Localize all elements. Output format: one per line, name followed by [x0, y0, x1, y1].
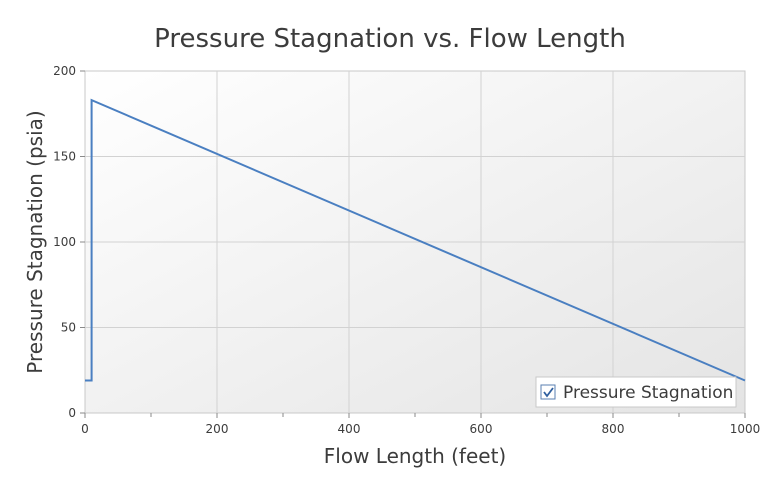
y-axis-label: Pressure Stagnation (psia): [23, 110, 47, 373]
x-tick-label: 0: [81, 422, 89, 436]
check-icon: [543, 387, 554, 398]
y-tick-label: 150: [53, 150, 76, 164]
x-axis-label: Flow Length (feet): [324, 444, 506, 468]
x-tick-label: 400: [338, 422, 361, 436]
series-layer: [85, 98, 746, 382]
y-tick-label: 100: [53, 235, 76, 249]
y-axis-ticks: 0 50 100 150 200: [53, 64, 85, 420]
grid-lines: [85, 71, 745, 413]
legend[interactable]: Pressure Stagnation: [535, 376, 737, 408]
legend-checkbox[interactable]: [540, 384, 556, 400]
x-tick-label: 800: [602, 422, 625, 436]
series-line-pressure-stagnation: [85, 98, 746, 382]
x-axis-ticks: 0 200 400 600 800 1000: [81, 413, 760, 436]
legend-box: [535, 376, 737, 408]
y-tick-label: 50: [61, 321, 76, 335]
legend-label: Pressure Stagnation: [563, 383, 733, 403]
y-tick-label: 0: [68, 406, 76, 420]
x-tick-label: 600: [470, 422, 493, 436]
x-tick-label: 200: [206, 422, 229, 436]
chart-title: Pressure Stagnation vs. Flow Length: [154, 24, 626, 54]
y-tick-label: 200: [53, 64, 76, 78]
x-tick-label: 1000: [730, 422, 761, 436]
